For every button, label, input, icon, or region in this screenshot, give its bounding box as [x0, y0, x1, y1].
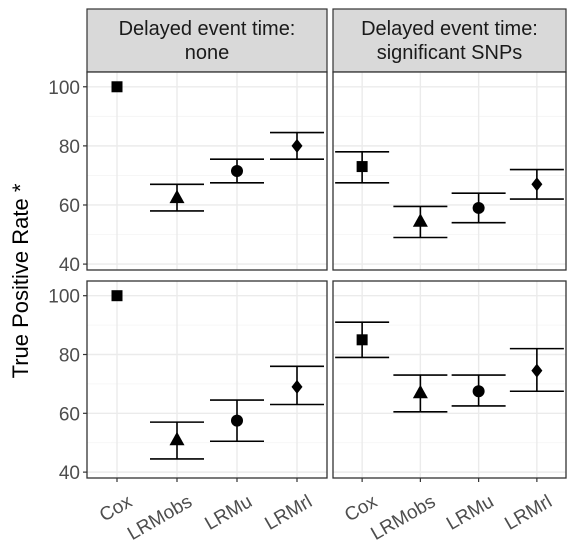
panel-background [87, 72, 327, 270]
point-lrmrl [531, 177, 543, 192]
y-axes: 40 60 80 100 40 60 80 100 [48, 78, 87, 484]
point-lrmobs [412, 384, 428, 399]
strip-left-background [86, 8, 328, 73]
y-tick-label: 80 [59, 137, 80, 158]
strip-left-line2: none [185, 42, 230, 64]
point-lrmu [472, 385, 485, 398]
panel-background [333, 281, 566, 478]
panel-border [86, 71, 328, 271]
strip-right-background [332, 8, 567, 73]
strip-left: Delayed event time: none [86, 8, 328, 73]
y-tick-label: 60 [59, 404, 80, 425]
point-cox [111, 81, 123, 93]
point-lrmrl [531, 363, 543, 378]
y-tick-label: 60 [59, 196, 80, 217]
x-tick-label-lrmu: LRMu [443, 491, 497, 535]
point-lrmrl [291, 379, 303, 394]
point-cox [111, 290, 123, 302]
point-lrmobs [412, 213, 428, 227]
panel-r0-c1 [332, 71, 567, 271]
x-tick-label-lrmobs: LRMobs [124, 491, 196, 545]
point-lrmobs [169, 431, 185, 446]
strip-right-line2: significant SNPs [377, 42, 523, 64]
y-tick-label: 40 [59, 463, 80, 484]
panel-border [332, 71, 567, 271]
point-lrmrl [291, 138, 303, 153]
strip-right: Delayed event time: significant SNPs [332, 8, 567, 73]
panel-r1-c1 [332, 280, 567, 479]
point-cox [356, 334, 368, 346]
y-axis-title: True Positive Rate * [8, 183, 33, 378]
facet-strips: Delayed event time: none Delayed event t… [86, 8, 567, 73]
point-lrmu [231, 165, 243, 177]
facet-panels [86, 71, 567, 479]
x-tick-label-cox: Cox [96, 491, 136, 526]
point-lrmu [231, 414, 243, 427]
point-lrmobs [169, 189, 185, 204]
point-lrmu [472, 201, 485, 214]
panel-border [86, 280, 328, 479]
x-tick-label-lrmu: LRMu [202, 491, 256, 535]
panel-background [87, 281, 327, 478]
y-tick-label: 80 [59, 346, 80, 367]
strip-right-line1: Delayed event time: [361, 18, 538, 40]
y-tick-label: 100 [48, 78, 80, 99]
x-tick-label-lrmrl: LRMrl [262, 491, 316, 535]
panel-r1-c0 [86, 280, 328, 479]
strip-left-line1: Delayed event time: [119, 18, 296, 40]
y-tick-label: 100 [48, 287, 80, 308]
x-tick-label-lrmobs: LRMobs [368, 491, 440, 545]
x-tick-label-lrmrl: LRMrl [501, 491, 555, 535]
panel-r0-c0 [86, 71, 328, 271]
y-tick-label: 40 [59, 255, 80, 276]
panel-background [333, 72, 566, 270]
point-cox [356, 161, 368, 173]
panel-border [332, 280, 567, 479]
